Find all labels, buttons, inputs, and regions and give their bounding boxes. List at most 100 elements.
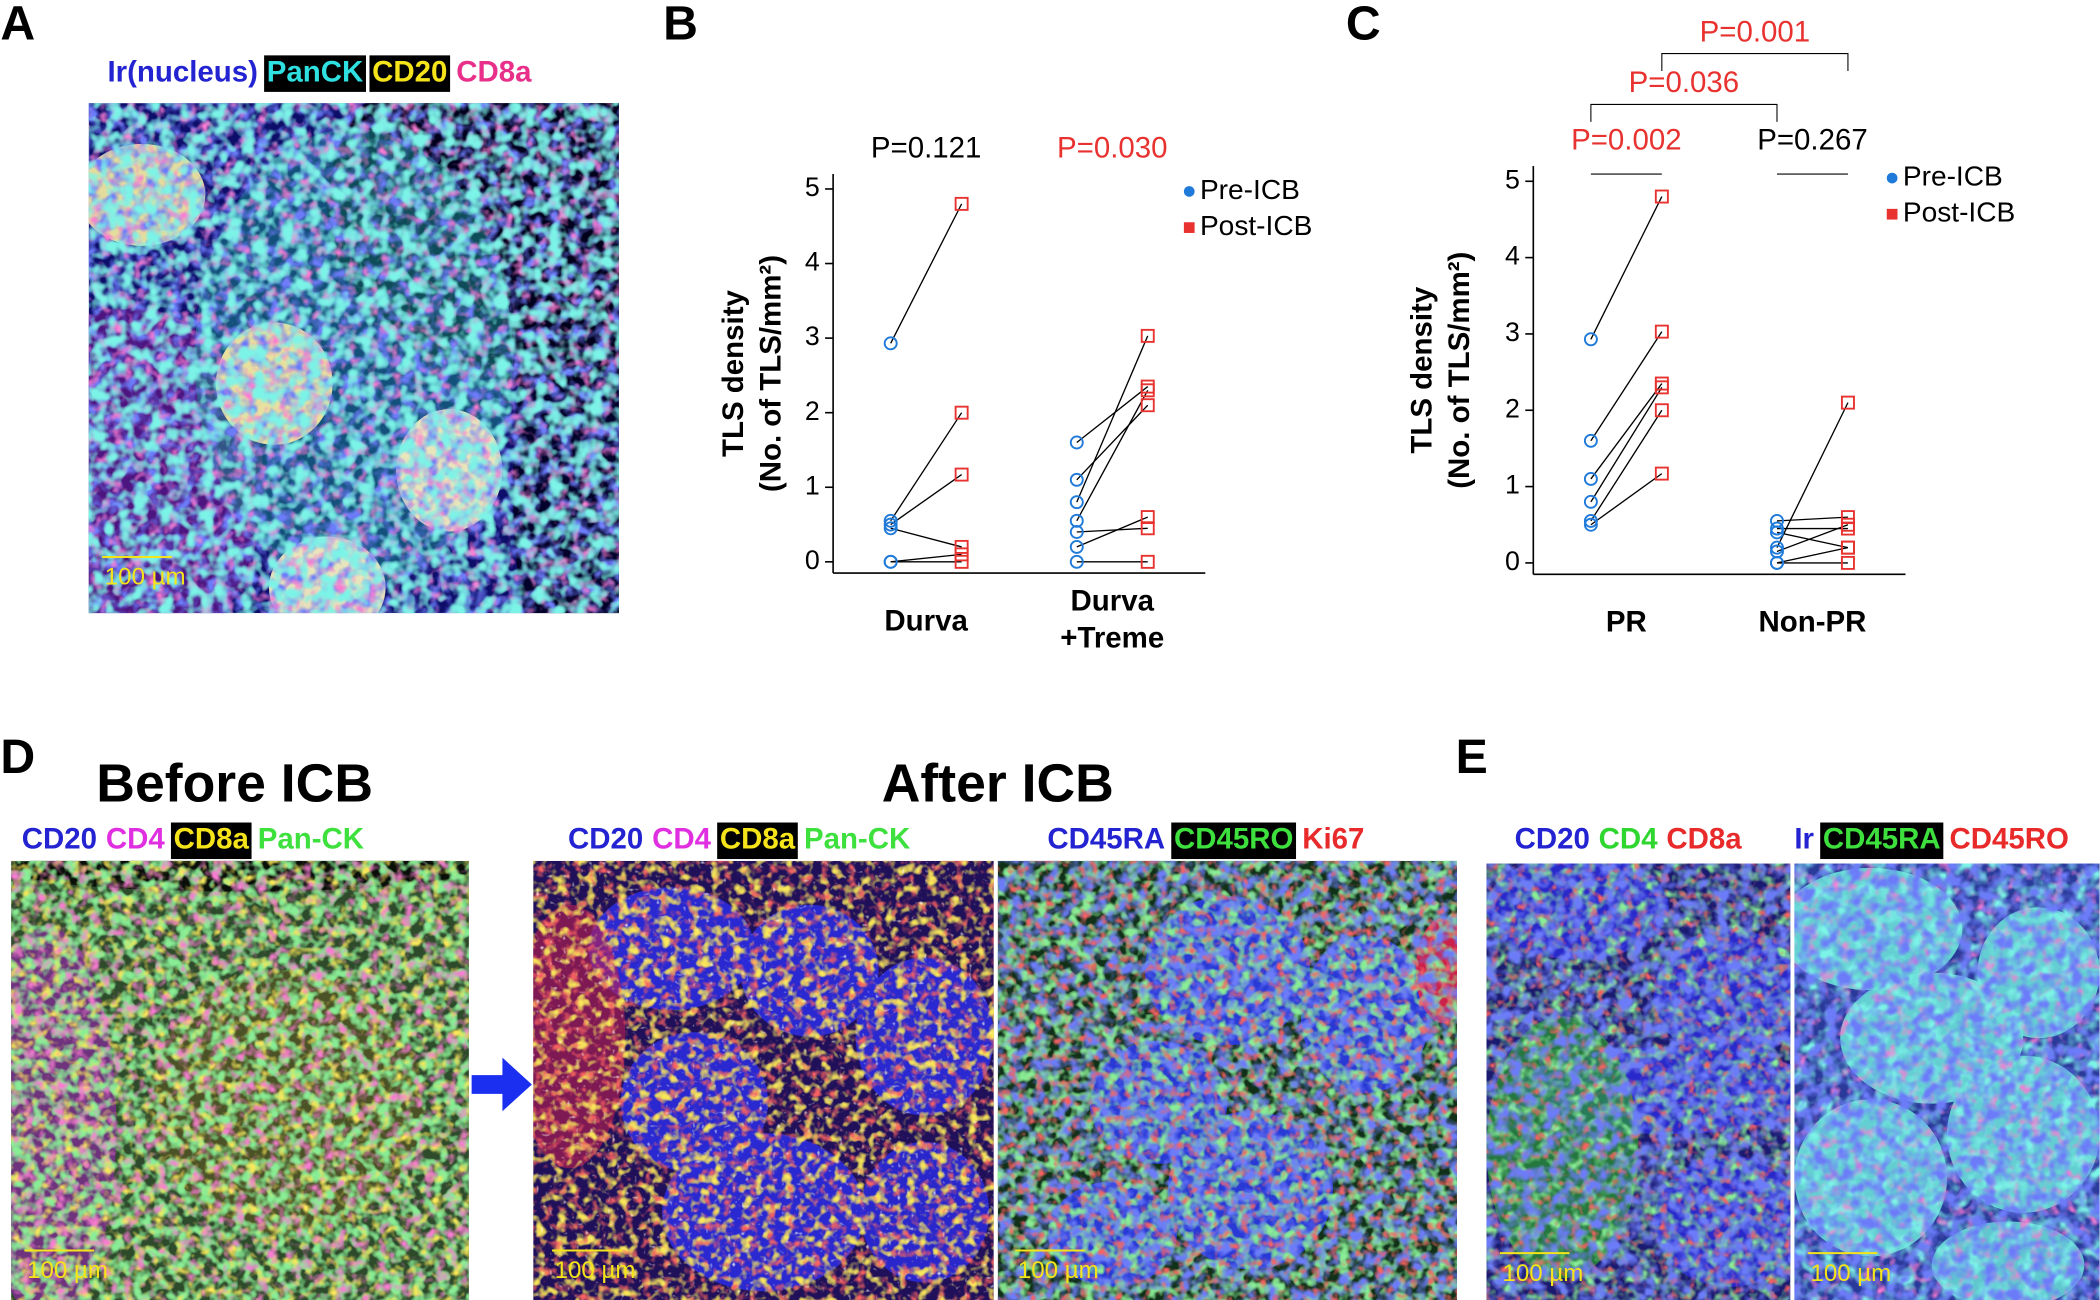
y-axis-label: TLS density bbox=[1405, 286, 1438, 453]
data-point bbox=[954, 547, 969, 562]
data-point bbox=[1654, 466, 1669, 481]
data-point bbox=[954, 467, 969, 482]
micrograph bbox=[997, 860, 1458, 1300]
y-tick-label: 5 bbox=[805, 172, 820, 202]
y-tick-label: 4 bbox=[1505, 241, 1520, 271]
y-axis-label: (No. of TLS/mm²) bbox=[755, 255, 788, 492]
legend-marker bbox=[1886, 172, 1898, 184]
stain-layer bbox=[1486, 863, 1791, 1300]
pair-line bbox=[890, 527, 962, 548]
data-point bbox=[883, 336, 898, 351]
legend-marker bbox=[1183, 186, 1195, 197]
data-point bbox=[1840, 395, 1855, 410]
stain-label: CD8a bbox=[456, 55, 532, 88]
pair-line bbox=[1076, 404, 1149, 481]
pair-line bbox=[1590, 387, 1663, 503]
stain-label: CD45RO bbox=[1949, 823, 2068, 856]
scale-bar-label: 100 µm bbox=[555, 1257, 636, 1284]
pair-line bbox=[890, 412, 963, 522]
scale-bar-label: 100 µm bbox=[1503, 1260, 1584, 1287]
stain-layer bbox=[533, 860, 994, 1300]
pair-line bbox=[1076, 386, 1149, 444]
data-point bbox=[1140, 510, 1155, 525]
data-point bbox=[1654, 380, 1669, 395]
pair-line bbox=[1776, 546, 1849, 564]
legend-marker bbox=[1183, 222, 1195, 233]
data-point bbox=[954, 539, 969, 554]
stain-label: CD20 bbox=[372, 55, 447, 88]
stain-label: Pan-CK bbox=[258, 823, 364, 856]
x-tick-label: +Treme bbox=[1060, 622, 1164, 655]
stain-label: CD4 bbox=[106, 823, 166, 856]
legend-label: Post-ICB bbox=[1200, 210, 1312, 241]
data-point bbox=[1583, 494, 1598, 509]
comparison-p-value: P=0.036 bbox=[1629, 66, 1740, 99]
pair-line bbox=[1076, 527, 1148, 533]
y-tick-label: 0 bbox=[1505, 546, 1520, 576]
pair-line bbox=[1590, 383, 1663, 480]
pair-line bbox=[1076, 389, 1149, 522]
y-tick-label: 2 bbox=[1505, 393, 1520, 423]
legend-marker bbox=[1886, 208, 1898, 220]
stain-label: CD20 bbox=[1515, 823, 1590, 856]
y-tick-label: 0 bbox=[805, 545, 820, 575]
pair-line bbox=[890, 203, 963, 344]
scale-bar-label: 100 µm bbox=[105, 564, 186, 591]
data-point bbox=[1069, 525, 1084, 539]
stain-layer bbox=[11, 860, 469, 1300]
panel-label: E bbox=[1456, 730, 1488, 784]
micrograph bbox=[88, 103, 619, 614]
y-axis-label: TLS density bbox=[717, 289, 750, 456]
data-point bbox=[1140, 398, 1155, 413]
stain-layer bbox=[88, 103, 619, 614]
x-tick-label: Durva bbox=[1071, 584, 1155, 617]
legend-label: Pre-ICB bbox=[1903, 160, 2003, 191]
data-point bbox=[1840, 517, 1855, 532]
data-point bbox=[1069, 554, 1084, 569]
panel-label: D bbox=[0, 730, 35, 784]
stain-layer bbox=[1794, 863, 2100, 1300]
stain-label-box bbox=[1171, 822, 1297, 860]
p-value: P=0.121 bbox=[871, 132, 982, 165]
stain-layer bbox=[997, 860, 1458, 1300]
y-tick-label: 3 bbox=[1505, 317, 1520, 347]
x-tick-label: Durva bbox=[884, 604, 968, 637]
comparison-bracket bbox=[1590, 103, 1778, 122]
stain-label: CD45RO bbox=[1174, 823, 1293, 856]
scale-bar-label: 100 µm bbox=[1810, 1260, 1891, 1287]
stain-label: Pan-CK bbox=[804, 823, 910, 856]
pair-line bbox=[890, 474, 963, 526]
stain-label: CD8a bbox=[720, 823, 796, 856]
p-value: P=0.267 bbox=[1757, 124, 1868, 157]
micrograph bbox=[1486, 863, 1791, 1300]
data-point bbox=[1583, 433, 1598, 448]
stain-label: CD45RA bbox=[1047, 823, 1165, 856]
stain-label: CD8a bbox=[174, 823, 250, 856]
comparison-p-value: P=0.001 bbox=[1700, 15, 1811, 48]
stain-label: PanCK bbox=[267, 55, 364, 88]
y-tick-label: 3 bbox=[805, 321, 820, 351]
stain-label-box bbox=[717, 822, 798, 860]
data-point bbox=[1770, 555, 1784, 570]
pair-line bbox=[1776, 524, 1849, 553]
data-point bbox=[1583, 332, 1598, 347]
y-axis-label: (No. of TLS/mm²) bbox=[1443, 252, 1476, 489]
data-point bbox=[883, 554, 898, 569]
y-tick-label: 1 bbox=[805, 470, 820, 500]
data-point bbox=[1140, 383, 1155, 398]
data-point bbox=[1583, 471, 1598, 486]
pair-line bbox=[1076, 335, 1149, 503]
stain-label: Ki67 bbox=[1302, 823, 1364, 856]
pair-line bbox=[1590, 196, 1663, 340]
data-point bbox=[1840, 555, 1855, 570]
micrograph bbox=[11, 860, 469, 1300]
data-point bbox=[883, 513, 898, 528]
data-point bbox=[1583, 517, 1598, 532]
legend-label: Pre-ICB bbox=[1200, 174, 1300, 205]
scale-bar-label: 100 µm bbox=[1018, 1257, 1099, 1284]
data-point bbox=[1654, 403, 1669, 418]
data-point bbox=[1069, 495, 1084, 510]
pair-line bbox=[1590, 331, 1663, 442]
